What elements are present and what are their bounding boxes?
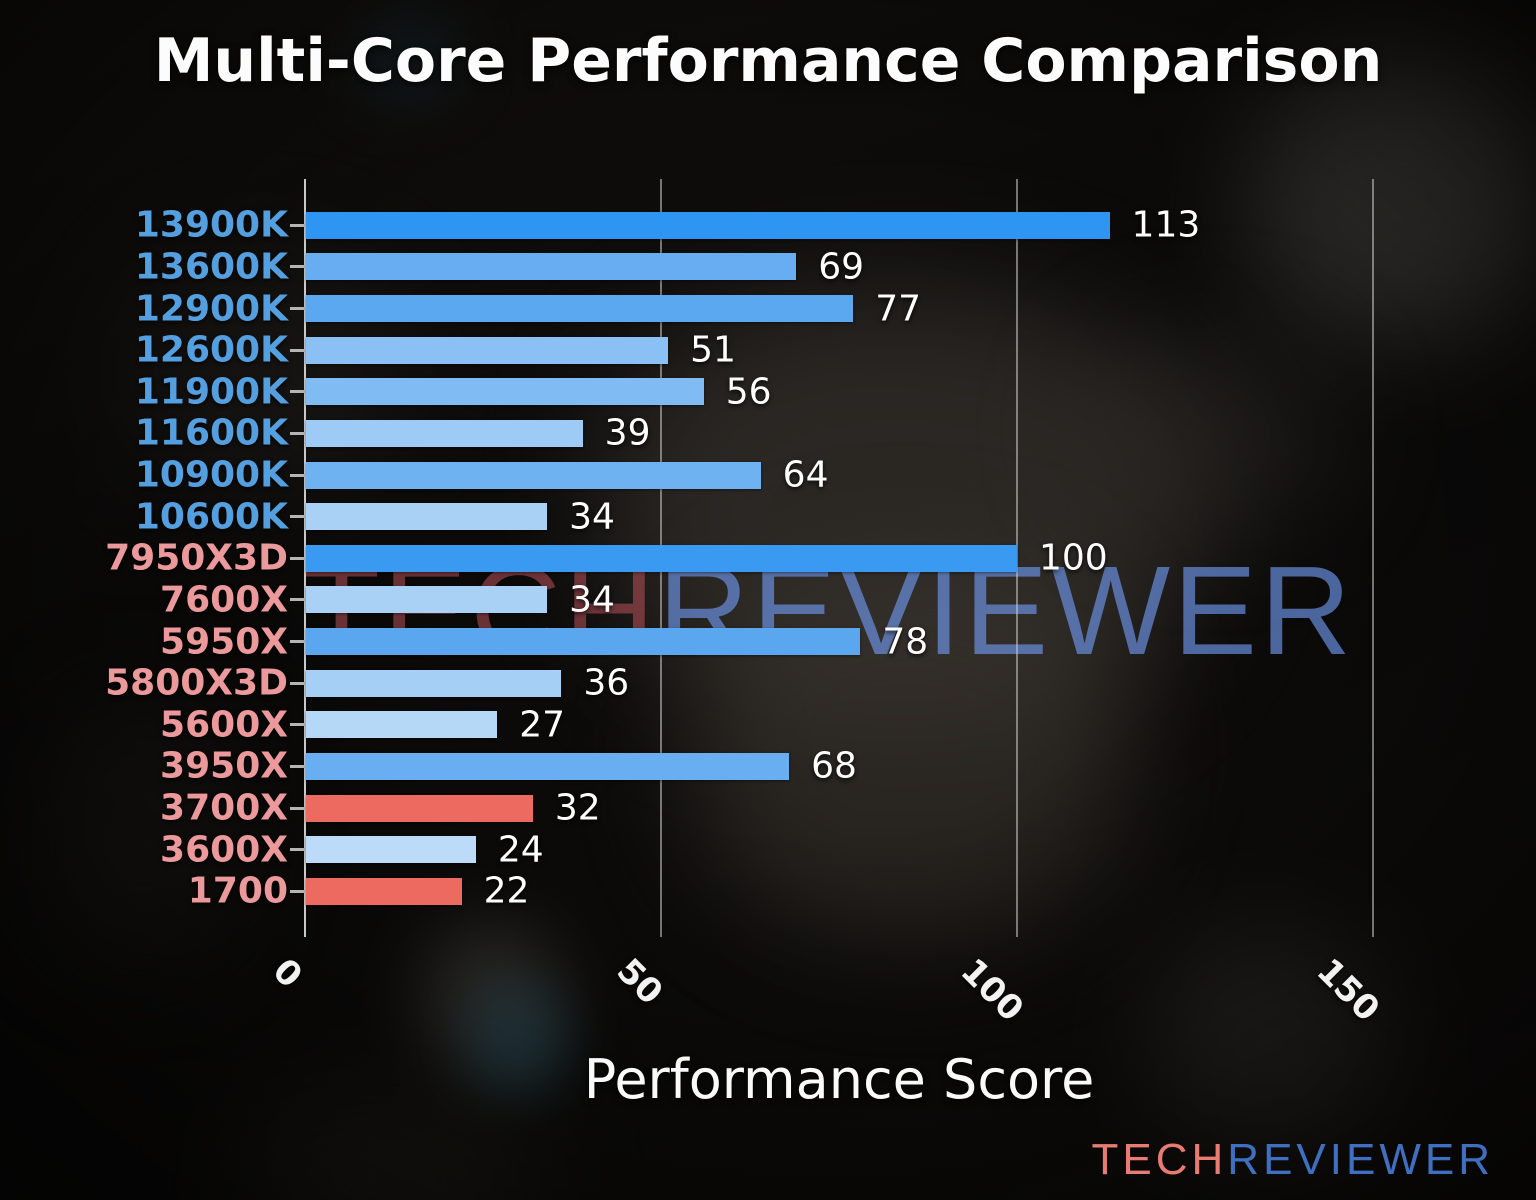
value-label-11900K: 56	[725, 371, 772, 413]
category-label-13600K: 13600K	[134, 246, 288, 288]
category-label-1700: 1700	[187, 870, 288, 912]
value-label-12900K: 77	[875, 288, 922, 330]
category-label-11900K: 11900K	[134, 371, 288, 413]
bar-11900K	[306, 378, 704, 406]
y-tick-13600K	[290, 265, 305, 269]
y-tick-10900K	[290, 473, 305, 477]
value-label-12600K: 51	[690, 329, 736, 371]
value-label-5800X3D: 36	[583, 662, 630, 704]
bar-1700	[306, 877, 462, 905]
logo-tech: TECH	[1091, 1135, 1228, 1184]
value-label-1700: 22	[483, 870, 530, 912]
category-label-10600K: 10600K	[134, 496, 288, 538]
category-label-5600X: 5600X	[160, 704, 288, 746]
x-axis-label: Performance Score	[583, 1048, 1095, 1111]
value-label-13900K: 113	[1131, 204, 1201, 246]
x-tick-label-150: 150	[1308, 951, 1388, 1030]
bar-5600X	[306, 711, 498, 739]
value-label-10900K: 64	[782, 454, 829, 496]
y-tick-3700X	[290, 806, 305, 810]
category-label-11600K: 11600K	[134, 412, 288, 454]
value-label-7950X3D: 100	[1039, 537, 1108, 579]
category-label-3950X: 3950X	[160, 745, 288, 787]
y-tick-11900K	[290, 390, 305, 394]
x-tick-label-100: 100	[952, 951, 1032, 1030]
value-label-13600K: 69	[818, 246, 865, 288]
y-tick-5600X	[290, 723, 305, 727]
category-label-13900K: 13900K	[134, 204, 288, 246]
gridline-x-100	[1016, 179, 1018, 937]
bar-13600K	[306, 253, 797, 281]
category-label-7950X3D: 7950X3D	[105, 537, 288, 579]
value-label-11600K: 39	[604, 412, 651, 454]
y-tick-1700	[290, 889, 305, 893]
value-label-5950X: 78	[882, 621, 929, 663]
value-label-7600X: 34	[569, 579, 615, 621]
y-tick-7600X	[290, 598, 305, 602]
bar-7600X	[306, 586, 548, 614]
value-label-3600X: 24	[497, 829, 544, 871]
value-label-3950X: 68	[811, 745, 857, 787]
bar-3600X	[306, 836, 476, 864]
y-tick-11600K	[290, 431, 305, 435]
category-label-7600X: 7600X	[160, 579, 288, 621]
chart-title: Multi-Core Performance Comparison	[153, 26, 1383, 96]
gridline-x-150	[1372, 179, 1374, 937]
bar-5800X3D	[306, 669, 562, 697]
logo-reviewer: REVIEWER	[1227, 1135, 1494, 1184]
bar-12900K	[306, 295, 854, 323]
bar-10900K	[306, 461, 761, 489]
brand-logo: TECHREVIEWER	[1092, 1138, 1494, 1182]
x-tick-label-0: 0	[264, 951, 310, 997]
y-tick-10600K	[290, 515, 305, 519]
y-tick-12600K	[290, 348, 305, 352]
value-label-5600X: 27	[519, 704, 566, 746]
value-label-3700X: 32	[554, 787, 601, 829]
value-label-10600K: 34	[569, 496, 615, 538]
category-label-12900K: 12900K	[134, 288, 288, 330]
category-label-10900K: 10900K	[134, 454, 288, 496]
category-label-5800X3D: 5800X3D	[105, 662, 288, 704]
bar-11600K	[306, 419, 583, 447]
bar-10600K	[306, 503, 548, 531]
bar-12600K	[306, 336, 669, 364]
bar-13900K	[306, 211, 1110, 239]
bar-7950X3D	[306, 544, 1017, 572]
y-axis-spine	[304, 179, 306, 937]
y-tick-5950X	[290, 640, 305, 644]
y-tick-12900K	[290, 307, 305, 311]
category-label-3600X: 3600X	[160, 829, 288, 871]
bar-3950X	[306, 752, 790, 780]
y-tick-3600X	[290, 848, 305, 852]
category-label-12600K: 12600K	[134, 329, 288, 371]
category-label-3700X: 3700X	[160, 787, 288, 829]
y-tick-13900K	[290, 223, 305, 227]
bar-5950X	[306, 628, 861, 656]
bar-3700X	[306, 794, 533, 822]
x-tick-label-50: 50	[608, 951, 671, 1013]
category-label-5950X: 5950X	[160, 621, 288, 663]
y-tick-5800X3D	[290, 681, 305, 685]
y-tick-7950X3D	[290, 556, 305, 560]
y-tick-3950X	[290, 764, 305, 768]
